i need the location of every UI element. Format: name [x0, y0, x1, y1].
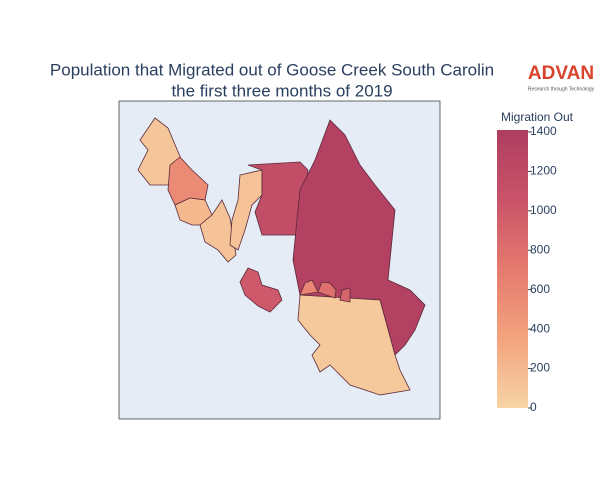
- colorbar-title: Migration Out: [501, 110, 574, 124]
- colorbar-tick-label: 1200: [530, 164, 557, 178]
- logo-tagline: Research through Technology: [528, 86, 595, 92]
- logo: ADVAN: [528, 63, 594, 84]
- region: [339, 287, 351, 303]
- colorbar-tick-label: 600: [530, 282, 550, 296]
- colorbar-tick-label: 800: [530, 242, 550, 256]
- logo-background: [524, 60, 600, 94]
- region: [297, 294, 411, 396]
- region: [317, 281, 337, 299]
- colorbar-tick-label: 1400: [530, 124, 557, 138]
- colorbar-tick-label: 400: [530, 321, 550, 335]
- region: [299, 279, 319, 296]
- colorbar-tick-label: 200: [530, 361, 550, 375]
- region: [247, 161, 309, 236]
- chart-title: Population that Migrated out of Goose Cr…: [50, 60, 494, 79]
- colorbar-ticks: 0 200 400 600 800 1000 1200 1400: [528, 124, 557, 414]
- regions: [137, 117, 426, 396]
- colorbar-tick-label: 0: [530, 400, 537, 414]
- colorbar-tick-label: 1000: [530, 203, 557, 217]
- chart-title: the first three months of 2019: [171, 81, 392, 100]
- region: [239, 267, 283, 313]
- region: [199, 199, 237, 263]
- colorbar: [497, 130, 528, 408]
